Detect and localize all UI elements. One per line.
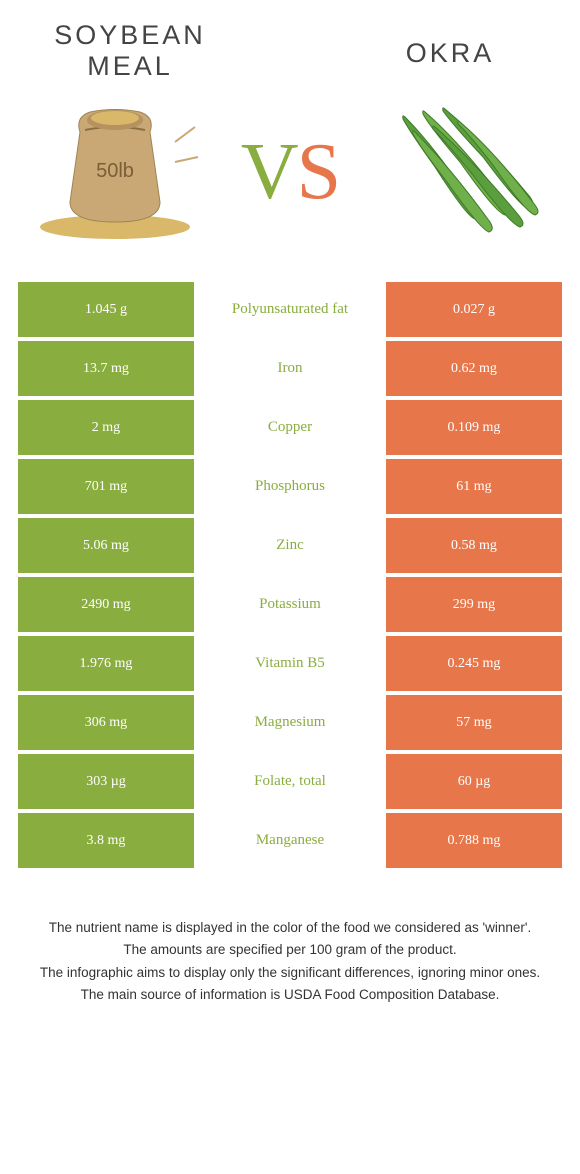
nutrient-name: Phosphorus <box>194 459 386 514</box>
table-row: 1.976 mgVitamin B50.245 mg <box>18 636 562 691</box>
value-right: 0.109 mg <box>386 400 562 455</box>
value-right: 299 mg <box>386 577 562 632</box>
value-right: 0.245 mg <box>386 636 562 691</box>
footer-line-4: The main source of information is USDA F… <box>30 985 550 1005</box>
nutrient-name: Potassium <box>194 577 386 632</box>
svg-text:50lb: 50lb <box>96 160 134 182</box>
table-row: 2 mgCopper0.109 mg <box>18 400 562 455</box>
value-right: 0.027 g <box>386 282 562 337</box>
header: Soybean meal Okra <box>0 0 580 82</box>
nutrient-name: Magnesium <box>194 695 386 750</box>
nutrient-name: Manganese <box>194 813 386 868</box>
value-left: 5.06 mg <box>18 518 194 573</box>
table-row: 5.06 mgZinc0.58 mg <box>18 518 562 573</box>
vs-s: S <box>297 128 340 216</box>
nutrient-name: Folate, total <box>194 754 386 809</box>
value-left: 2490 mg <box>18 577 194 632</box>
value-left: 13.7 mg <box>18 341 194 396</box>
table-row: 306 mgMagnesium57 mg <box>18 695 562 750</box>
footer-line-1: The nutrient name is displayed in the co… <box>30 918 550 938</box>
table-row: 701 mgPhosphorus61 mg <box>18 459 562 514</box>
nutrient-name: Zinc <box>194 518 386 573</box>
table-row: 1.045 gPolyunsaturated fat0.027 g <box>18 282 562 337</box>
value-right: 60 µg <box>386 754 562 809</box>
nutrient-name: Vitamin B5 <box>194 636 386 691</box>
nutrient-name: Polyunsaturated fat <box>194 282 386 337</box>
table-row: 2490 mgPotassium299 mg <box>18 577 562 632</box>
table-row: 3.8 mgManganese0.788 mg <box>18 813 562 868</box>
value-left: 1.045 g <box>18 282 194 337</box>
value-right: 0.58 mg <box>386 518 562 573</box>
food-left-title: Soybean meal <box>30 20 230 82</box>
value-left: 306 mg <box>18 695 194 750</box>
nutrient-name: Iron <box>194 341 386 396</box>
value-right: 57 mg <box>386 695 562 750</box>
value-left: 701 mg <box>18 459 194 514</box>
value-left: 303 µg <box>18 754 194 809</box>
footer-line-2: The amounts are specified per 100 gram o… <box>30 940 550 960</box>
value-right: 0.788 mg <box>386 813 562 868</box>
food-right-image <box>370 92 560 252</box>
value-right: 61 mg <box>386 459 562 514</box>
value-right: 0.62 mg <box>386 341 562 396</box>
food-left-image: 50lb <box>20 92 210 252</box>
footer-notes: The nutrient name is displayed in the co… <box>30 918 550 1005</box>
value-left: 2 mg <box>18 400 194 455</box>
vs-v: V <box>241 128 297 216</box>
hero-row: 50lb VS <box>0 82 580 282</box>
nutrient-name: Copper <box>194 400 386 455</box>
vs-label: VS <box>241 127 339 218</box>
value-left: 1.976 mg <box>18 636 194 691</box>
table-row: 13.7 mgIron0.62 mg <box>18 341 562 396</box>
food-right-title: Okra <box>350 38 550 69</box>
table-row: 303 µgFolate, total60 µg <box>18 754 562 809</box>
footer-line-3: The infographic aims to display only the… <box>30 963 550 983</box>
value-left: 3.8 mg <box>18 813 194 868</box>
nutrient-table: 1.045 gPolyunsaturated fat0.027 g13.7 mg… <box>18 282 562 868</box>
